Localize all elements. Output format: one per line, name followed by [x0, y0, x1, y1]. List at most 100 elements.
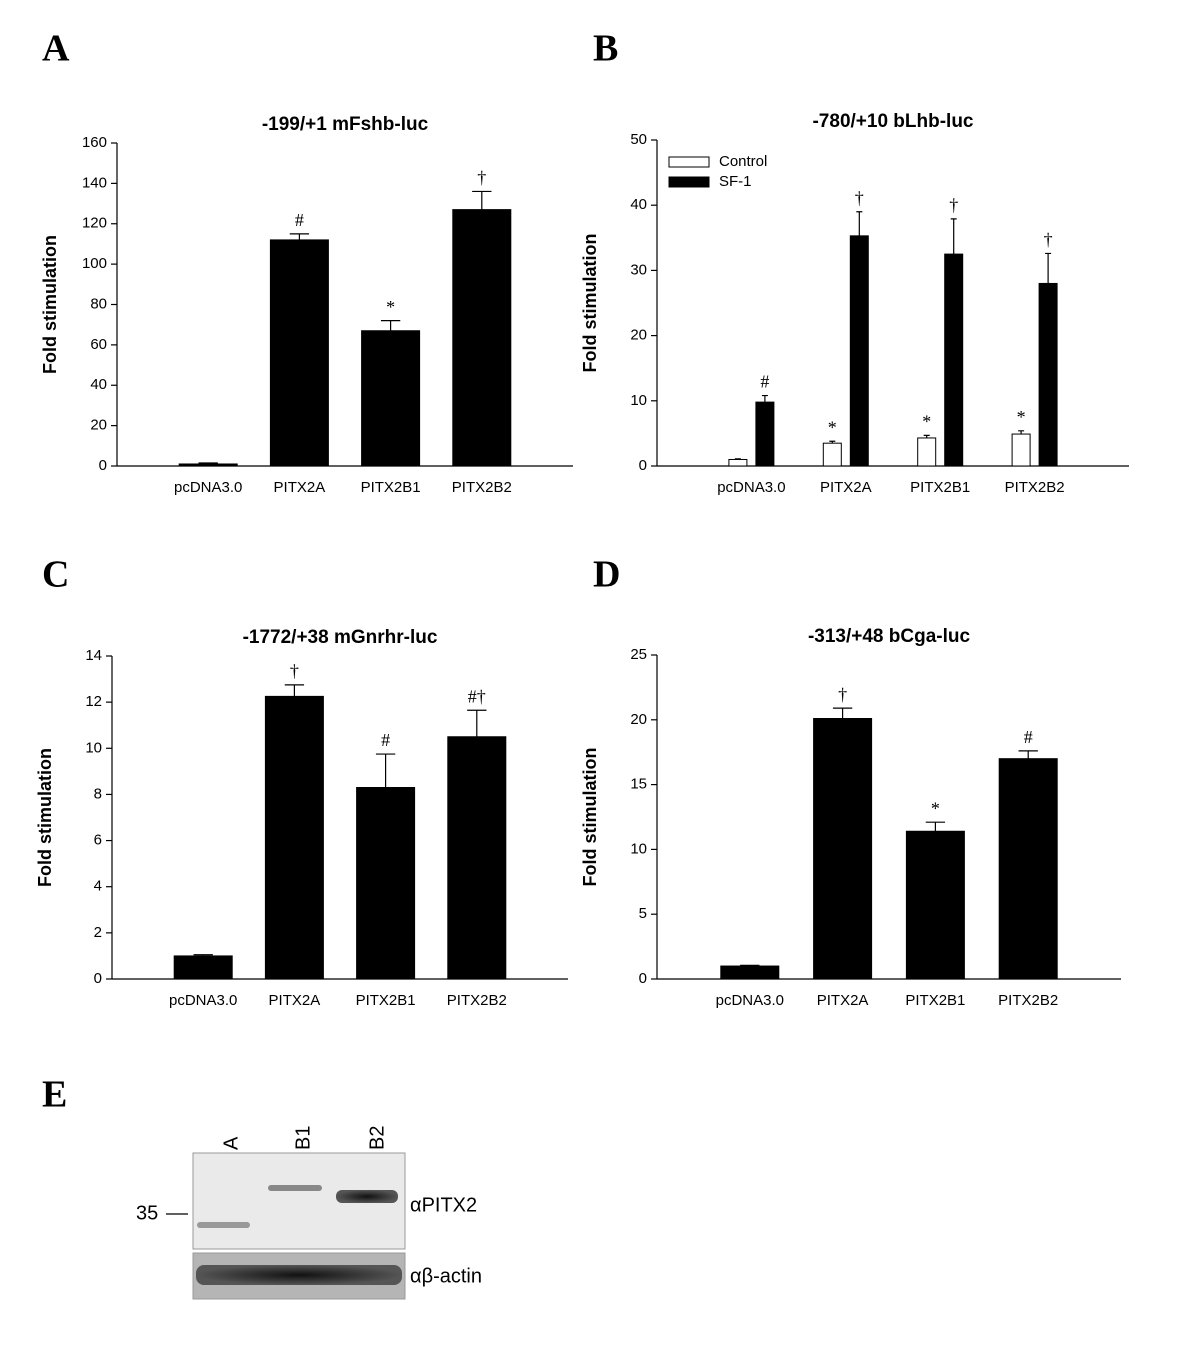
x-tick-label: pcDNA3.0 — [174, 479, 242, 496]
bar — [728, 458, 748, 467]
bar — [178, 463, 238, 467]
y-tick-label: 100 — [82, 255, 107, 272]
row-label: αPITX2 — [410, 1194, 477, 1216]
chart-title: -313/+48 bCga-luc — [808, 626, 971, 647]
error-bar — [923, 434, 930, 438]
y-axis-label: Fold stimulation — [35, 748, 55, 887]
bar — [755, 401, 775, 467]
x-tick-label: PITX2B1 — [356, 992, 416, 1009]
y-axis-label: Fold stimulation — [40, 235, 60, 374]
error-bar — [734, 458, 741, 460]
bar — [361, 330, 421, 467]
panel-label: A — [42, 28, 70, 70]
x-tick-label: PITX2A — [820, 479, 872, 496]
panel-label: B — [593, 28, 618, 70]
bar — [822, 442, 842, 467]
y-axis-label: Fold stimulation — [580, 234, 600, 373]
significance-label: * — [931, 798, 940, 818]
y-tick-label: 14 — [85, 647, 102, 664]
x-tick-label: PITX2B1 — [361, 479, 421, 496]
y-tick-label: 40 — [630, 196, 647, 213]
x-tick-label: PITX2B2 — [452, 479, 512, 496]
significance-label: † — [949, 195, 958, 215]
y-tick-label: 25 — [630, 646, 647, 663]
significance-label: # — [760, 372, 769, 392]
x-tick-label: pcDNA3.0 — [717, 479, 785, 496]
error-bar — [740, 964, 760, 967]
error-bar — [284, 684, 305, 697]
y-tick-label: 12 — [85, 693, 102, 710]
y-tick-label: 120 — [82, 215, 107, 232]
y-tick-label: 140 — [82, 174, 107, 191]
y-tick-label: 2 — [94, 924, 102, 941]
bar — [917, 437, 937, 467]
x-tick-label: PITX2B2 — [1005, 479, 1065, 496]
legend-label: Control — [719, 153, 767, 170]
error-bar — [856, 211, 863, 236]
band — [197, 1222, 250, 1228]
error-bar — [829, 440, 836, 444]
y-tick-label: 160 — [82, 134, 107, 151]
y-tick-label: 15 — [630, 776, 647, 793]
panel-label: E — [42, 1074, 67, 1116]
bar — [269, 239, 329, 467]
y-tick-label: 10 — [630, 840, 647, 857]
error-bar — [925, 821, 946, 832]
bar — [849, 235, 869, 467]
significance-label: # — [1024, 727, 1033, 747]
error-bar — [472, 190, 492, 210]
y-tick-label: 8 — [94, 785, 102, 802]
bar — [264, 695, 324, 980]
y-axis-label: Fold stimulation — [580, 748, 600, 887]
significance-label: # — [381, 730, 390, 750]
y-tick-label: 5 — [639, 905, 647, 922]
bar — [1038, 282, 1058, 467]
band — [196, 1265, 402, 1285]
x-tick-label: PITX2B1 — [905, 992, 965, 1009]
bar — [1011, 433, 1031, 467]
bar — [944, 253, 964, 467]
band — [336, 1190, 398, 1203]
error-bar — [375, 753, 396, 788]
x-tick-label: PITX2B2 — [998, 992, 1058, 1009]
y-tick-label: 60 — [90, 336, 107, 353]
lane-label: B1 — [292, 1126, 314, 1150]
y-tick-label: 0 — [99, 457, 107, 474]
significance-label: * — [386, 297, 395, 317]
significance-label: † — [855, 188, 864, 208]
x-tick-label: pcDNA3.0 — [169, 992, 237, 1009]
lane-label: B2 — [366, 1126, 388, 1150]
significance-label: * — [1017, 407, 1026, 427]
y-tick-label: 20 — [630, 711, 647, 728]
significance-label: † — [1044, 230, 1053, 250]
legend-swatch — [668, 156, 710, 168]
y-tick-label: 80 — [90, 295, 107, 312]
significance-label: * — [922, 411, 931, 431]
bar — [447, 736, 507, 980]
error-bar — [1018, 430, 1025, 435]
panel-label: C — [42, 554, 69, 596]
y-tick-label: 20 — [630, 327, 647, 344]
y-tick-label: 6 — [94, 832, 102, 849]
y-tick-label: 0 — [94, 970, 102, 987]
bar — [173, 955, 233, 980]
y-tick-label: 20 — [90, 417, 107, 434]
error-bar — [832, 707, 853, 719]
x-tick-label: PITX2A — [269, 992, 321, 1009]
significance-label: † — [838, 684, 847, 704]
chart-title: -199/+1 mFshb-luc — [262, 114, 429, 135]
y-tick-label: 10 — [630, 392, 647, 409]
error-bar — [467, 709, 487, 737]
row-label: αβ-actin — [410, 1265, 482, 1287]
bar — [720, 965, 780, 980]
significance-label: † — [290, 661, 299, 681]
y-tick-label: 50 — [630, 131, 647, 148]
band — [268, 1185, 322, 1191]
y-tick-label: 30 — [630, 261, 647, 278]
panel-label: D — [593, 554, 620, 596]
error-bar — [380, 320, 401, 331]
x-tick-label: PITX2A — [817, 992, 869, 1009]
chart-title: -1772/+38 mGnrhr-luc — [243, 627, 438, 648]
x-tick-label: PITX2B2 — [447, 992, 507, 1009]
